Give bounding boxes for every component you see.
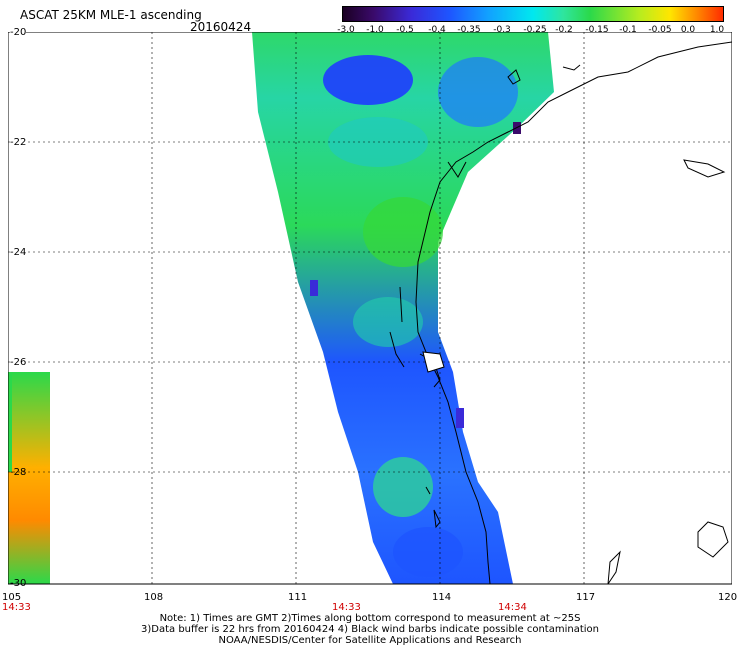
swath-strip-left-edge [8, 372, 12, 472]
lat-label: -22 [10, 137, 27, 148]
notes: Note: 1) Times are GMT 2)Times along bot… [0, 613, 740, 646]
lon-label: 108 [144, 592, 164, 603]
note-line: NOAA/NESDIS/Center for Satellite Applica… [218, 635, 522, 646]
lon-label: 120 [718, 592, 738, 603]
colorbar-label: -0.35 [457, 25, 481, 35]
grid-lines [8, 32, 732, 584]
colorbar-label: -0.25 [523, 25, 547, 35]
map-frame [8, 32, 732, 585]
colorbar-label: -1.0 [366, 25, 384, 35]
lat-label: -20 [10, 27, 27, 38]
colorbar-label: -0.3 [493, 25, 511, 35]
colorbar-label: -0.15 [585, 25, 609, 35]
colorbar-ticks: -3.0 -1.0 -0.5 -0.4 -0.35 -0.3 -0.25 -0.… [335, 25, 730, 37]
coastline [389, 41, 732, 585]
swath-strip-left [8, 372, 50, 584]
colorbar-label: -3.0 [337, 25, 355, 35]
note-line: 3)Data buffer is 22 hrs from 20160424 4)… [141, 624, 599, 635]
lat-label: -28 [10, 467, 27, 478]
lon-label: 111 [288, 592, 308, 603]
lon-label: 117 [576, 592, 596, 603]
map-title: ASCAT 25KM MLE-1 ascending [20, 8, 202, 22]
colorbar-label: -0.4 [428, 25, 446, 35]
colorbar-label: -0.1 [619, 25, 637, 35]
swath-data [252, 32, 554, 584]
lon-label: 114 [432, 592, 452, 603]
colorbar-label: 0.0 [680, 25, 696, 35]
note-line: Note: 1) Times are GMT 2)Times along bot… [159, 613, 581, 624]
colorbar [342, 6, 724, 22]
time-label: 14:33 [332, 602, 361, 613]
time-label: 14:34 [498, 602, 527, 613]
colorbar-label: 1.0 [709, 25, 725, 35]
lat-label: -24 [10, 247, 27, 258]
colorbar-label: -0.05 [648, 25, 672, 35]
colorbar-label: -0.5 [396, 25, 414, 35]
islands [422, 351, 445, 373]
lat-label: -30 [10, 578, 27, 589]
colorbar-label: -0.2 [555, 25, 573, 35]
map-date: 20160424 [190, 20, 252, 34]
lon-label: 105 [2, 592, 22, 603]
map-panel [8, 32, 732, 585]
time-label: 14:33 [2, 602, 31, 613]
lat-label: -26 [10, 357, 27, 368]
